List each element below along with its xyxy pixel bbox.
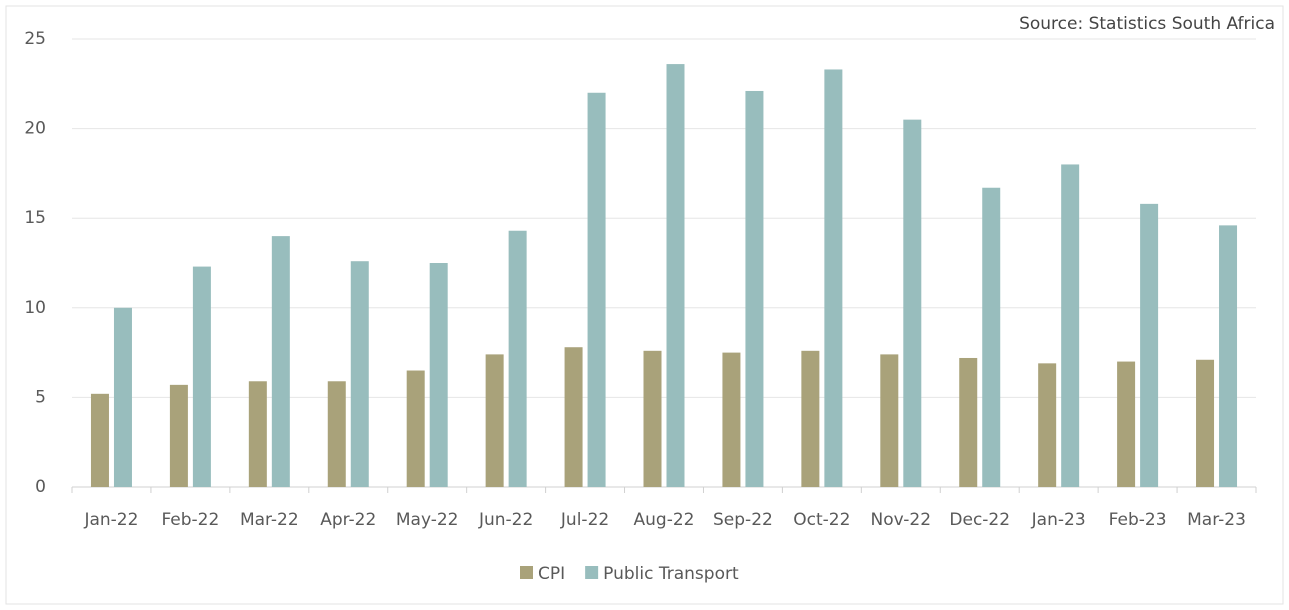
bar xyxy=(271,236,290,487)
legend-swatch xyxy=(585,566,599,579)
bar xyxy=(485,354,504,487)
bar xyxy=(903,119,922,487)
x-tick-label: Feb-22 xyxy=(161,510,219,530)
x-tick-label: Jul-22 xyxy=(560,510,609,530)
bar xyxy=(643,350,662,487)
bar xyxy=(1061,164,1080,487)
x-tick-label: Jan-22 xyxy=(83,510,138,530)
x-tick-label: May-22 xyxy=(396,510,459,530)
x-tick-label: Mar-23 xyxy=(1187,510,1246,530)
bar xyxy=(824,69,843,488)
bar xyxy=(801,350,820,487)
bar xyxy=(722,352,741,487)
bar xyxy=(959,357,978,487)
bar xyxy=(406,370,425,487)
bar xyxy=(248,381,267,487)
bar xyxy=(508,230,527,487)
y-tick-label: 5 xyxy=(35,387,46,407)
x-tick-label: Feb-23 xyxy=(1109,510,1167,530)
frame xyxy=(5,5,1284,605)
x-tick-label: Jan-23 xyxy=(1031,510,1086,530)
x-tick-label: Apr-22 xyxy=(320,510,376,530)
bar xyxy=(745,90,764,487)
bar xyxy=(169,384,188,487)
bar xyxy=(587,92,606,487)
x-tick-label: Oct-22 xyxy=(793,510,850,530)
bar xyxy=(90,393,109,487)
bar xyxy=(192,266,211,487)
legend-swatch xyxy=(520,566,533,579)
y-tick-label: 0 xyxy=(35,477,46,497)
x-tick-label: Dec-22 xyxy=(949,510,1010,530)
bar xyxy=(327,381,346,487)
bar xyxy=(564,347,583,487)
x-tick-label: Nov-22 xyxy=(871,510,932,530)
x-tick-label: Mar-22 xyxy=(240,510,299,530)
legend-label: Public Transport xyxy=(603,564,739,584)
y-tick-label: 25 xyxy=(24,29,46,49)
bar xyxy=(1038,363,1057,487)
bar xyxy=(1140,203,1159,487)
bar xyxy=(113,307,132,487)
x-tick-label: Sep-22 xyxy=(713,510,773,530)
bar xyxy=(350,261,369,487)
legend-label: CPI xyxy=(538,564,565,584)
y-tick-label: 10 xyxy=(24,298,46,318)
x-tick-label: Jun-22 xyxy=(478,510,533,530)
source: Source: Statistics South Africa xyxy=(1019,14,1275,34)
x-tick-label: Aug-22 xyxy=(634,510,695,530)
bar xyxy=(1219,225,1238,488)
y-tick-label: 20 xyxy=(24,119,46,139)
bar xyxy=(880,354,899,487)
bar xyxy=(1117,361,1136,487)
bar xyxy=(429,263,448,487)
y-tick-label: 15 xyxy=(24,208,46,228)
bar xyxy=(982,187,1001,487)
bar xyxy=(1196,359,1215,487)
bar xyxy=(666,64,685,487)
